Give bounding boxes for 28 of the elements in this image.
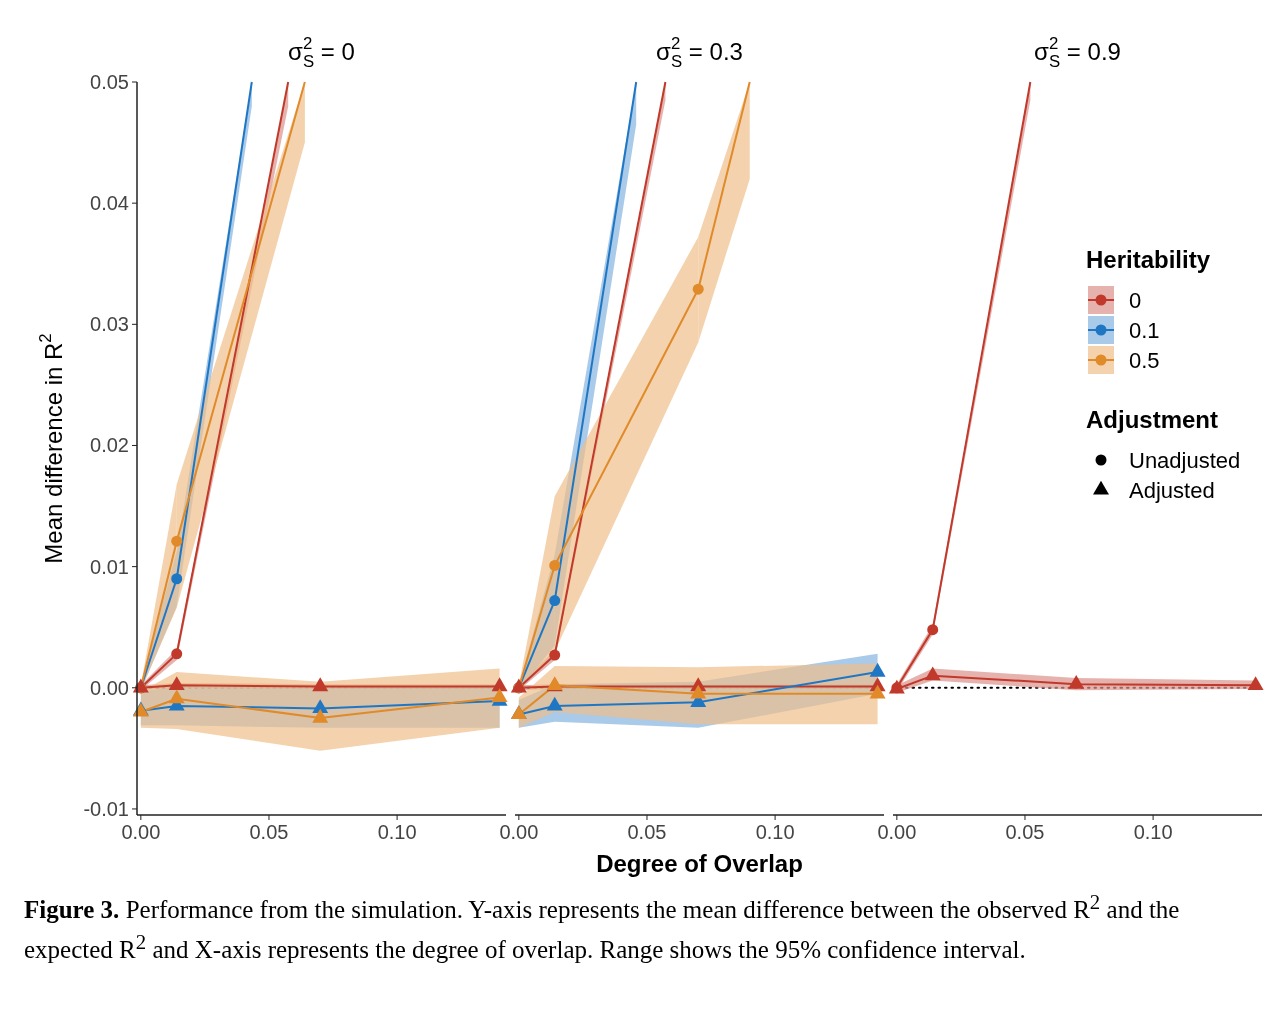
x-tick-label: 0.05 (249, 821, 289, 843)
y-tick-label: 0.01 (90, 555, 129, 578)
x-tick-label: 0.05 (1005, 821, 1045, 843)
y-tick-label: 0.02 (90, 434, 129, 457)
chart-title: σ$^{2}$$_{S}$ = 0 (288, 34, 355, 72)
x-tick-label: 0.00 (499, 821, 539, 843)
x-tick-label: 0.00 (121, 821, 161, 843)
y-tick-label: 0.03 (90, 313, 129, 336)
y-tick-label: 0.05 (90, 71, 129, 93)
legend-label: 0 (1129, 288, 1142, 313)
y-tick-label: 0.04 (90, 192, 129, 215)
legend-label: 0.5 (1129, 348, 1160, 373)
y-tick-label: 0.00 (90, 676, 129, 699)
annotation: Unadjusted (1129, 448, 1241, 473)
x-tick-label: 0.00 (877, 821, 917, 843)
x-tick-label: 0.10 (755, 821, 795, 843)
annotation: Adjusted (1129, 478, 1215, 503)
x-axis-title: Degree of Overlap (596, 850, 803, 877)
chart-title: σ$^{2}$$_{S}$ = 0.9 (1034, 34, 1121, 72)
legend-title: Heritability (1086, 246, 1211, 273)
x-tick-label: 0.10 (377, 821, 417, 843)
legend-label: 0.1 (1129, 318, 1160, 343)
chart-title: σ$^{2}$$_{S}$ = 0.3 (656, 34, 743, 72)
annotation: Adjustment (1086, 406, 1219, 433)
text: Figure 3. Performance from the simulation. Y-axis represents the mean difference between the observed R$^{2}$ and the expected R$^{2}$ and X-axis represents the degree of overlap. Range shows the 95% confidence interval. (24, 890, 1180, 964)
x-tick-label: 0.10 (1133, 821, 1173, 843)
y-tick-label: -0.01 (83, 797, 129, 820)
x-tick-label: 0.05 (627, 821, 667, 843)
